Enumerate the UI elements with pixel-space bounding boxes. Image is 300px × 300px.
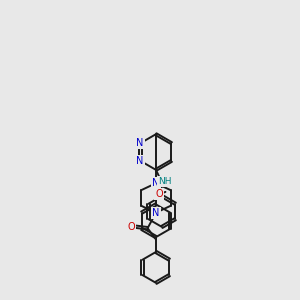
Text: N: N <box>152 178 160 188</box>
Text: N: N <box>136 138 144 148</box>
Text: NH: NH <box>158 177 172 186</box>
Text: N: N <box>136 156 144 166</box>
Text: O: O <box>128 222 135 232</box>
Text: N: N <box>152 208 160 218</box>
Text: O: O <box>155 189 163 199</box>
